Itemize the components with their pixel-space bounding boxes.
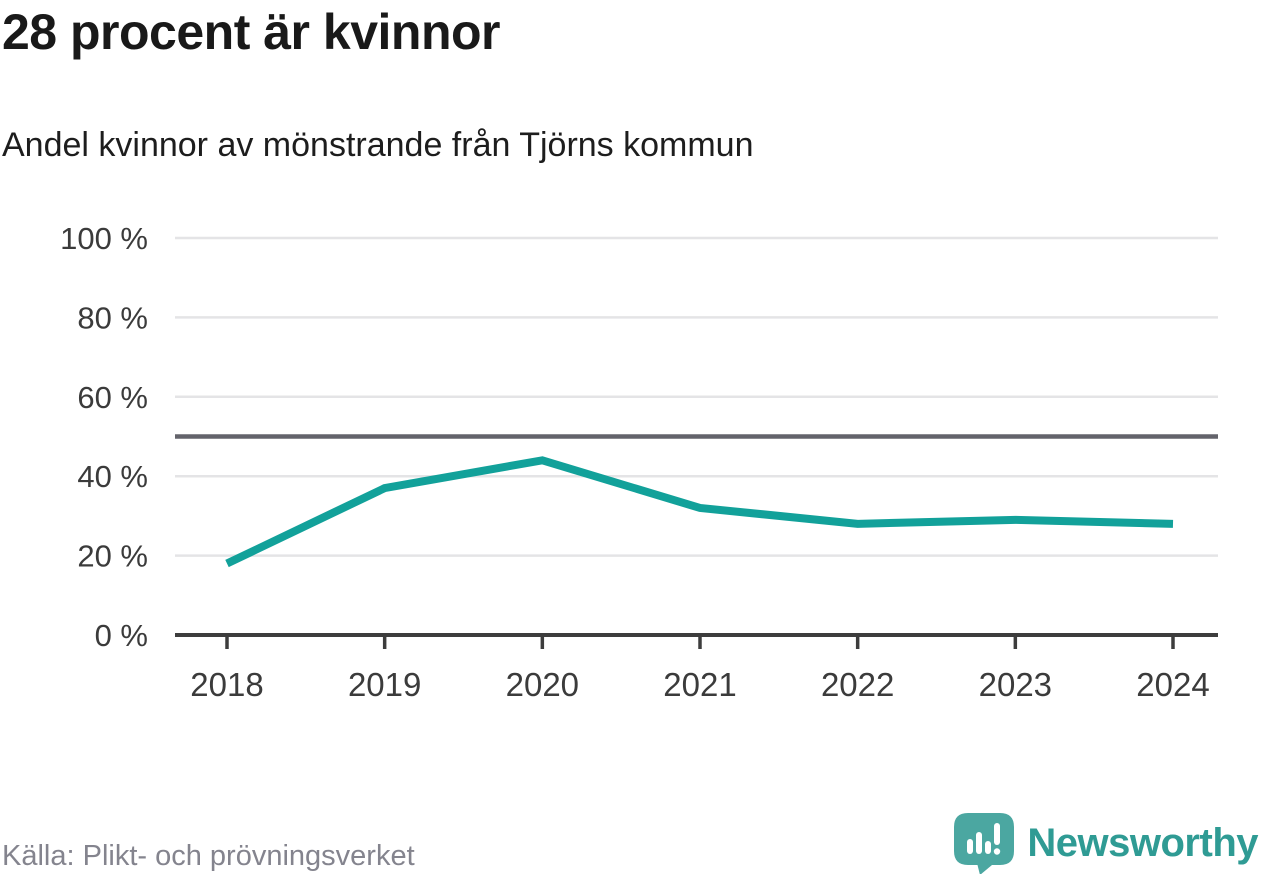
newsworthy-logo: Newsworthy [953,812,1258,874]
newsworthy-logo-text: Newsworthy [1027,820,1258,865]
y-axis-label: 100 % [60,221,148,256]
chart-subtitle: Andel kvinnor av mönstrande från Tjörns … [2,126,754,164]
line-chart: 0 % 20 % 40 % 60 % 80 % 100 % 2018 2019 2020 2021… [60,221,1218,703]
x-axis-label: 2020 [506,666,579,703]
y-axis-label: 60 % [77,380,148,415]
newsworthy-logo-icon [954,813,1015,874]
x-axis-label: 2024 [1136,666,1209,703]
data-line [225,456,1174,568]
x-axis-label: 2018 [190,666,263,703]
x-axis-label: 2023 [979,666,1052,703]
x-axis-label: 2021 [663,666,736,703]
y-axis-label: 20 % [77,539,148,574]
y-axis-label: 0 % [95,618,148,653]
x-axis-label: 2019 [348,666,421,703]
chart-title: 28 procent är kvinnor [2,4,501,60]
source-label: Källa: Plikt- och prövningsverket [2,840,415,872]
y-axis-label: 40 % [77,459,148,494]
y-axis-label: 80 % [77,300,148,335]
x-axis-label: 2022 [821,666,894,703]
